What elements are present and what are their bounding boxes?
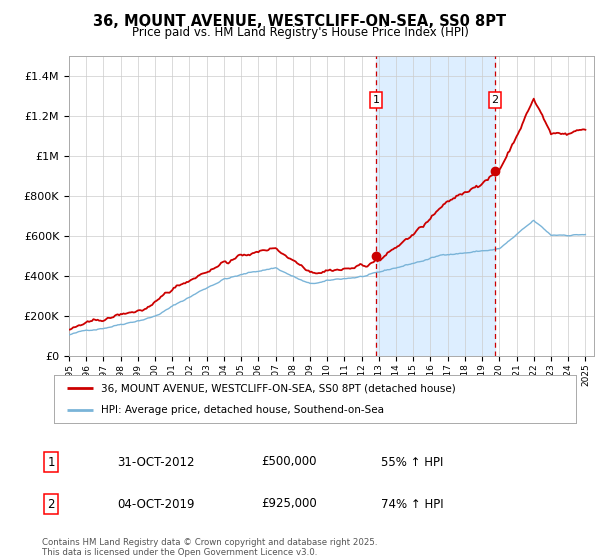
Text: Contains HM Land Registry data © Crown copyright and database right 2025.
This d: Contains HM Land Registry data © Crown c…: [42, 538, 377, 557]
Text: Price paid vs. HM Land Registry's House Price Index (HPI): Price paid vs. HM Land Registry's House …: [131, 26, 469, 39]
Text: 31-OCT-2012: 31-OCT-2012: [117, 455, 194, 469]
Text: 55% ↑ HPI: 55% ↑ HPI: [381, 455, 443, 469]
Text: 2: 2: [491, 95, 499, 105]
Text: £500,000: £500,000: [261, 455, 317, 469]
Text: 36, MOUNT AVENUE, WESTCLIFF-ON-SEA, SS0 8PT: 36, MOUNT AVENUE, WESTCLIFF-ON-SEA, SS0 …: [94, 14, 506, 29]
Text: 04-OCT-2019: 04-OCT-2019: [117, 497, 194, 511]
Text: 2: 2: [47, 497, 55, 511]
Text: HPI: Average price, detached house, Southend-on-Sea: HPI: Average price, detached house, Sout…: [101, 405, 384, 415]
Text: 36, MOUNT AVENUE, WESTCLIFF-ON-SEA, SS0 8PT (detached house): 36, MOUNT AVENUE, WESTCLIFF-ON-SEA, SS0 …: [101, 383, 456, 393]
Text: 1: 1: [373, 95, 379, 105]
Bar: [376, 56, 495, 356]
Text: £925,000: £925,000: [261, 497, 317, 511]
Text: 74% ↑ HPI: 74% ↑ HPI: [381, 497, 443, 511]
Text: 1: 1: [47, 455, 55, 469]
